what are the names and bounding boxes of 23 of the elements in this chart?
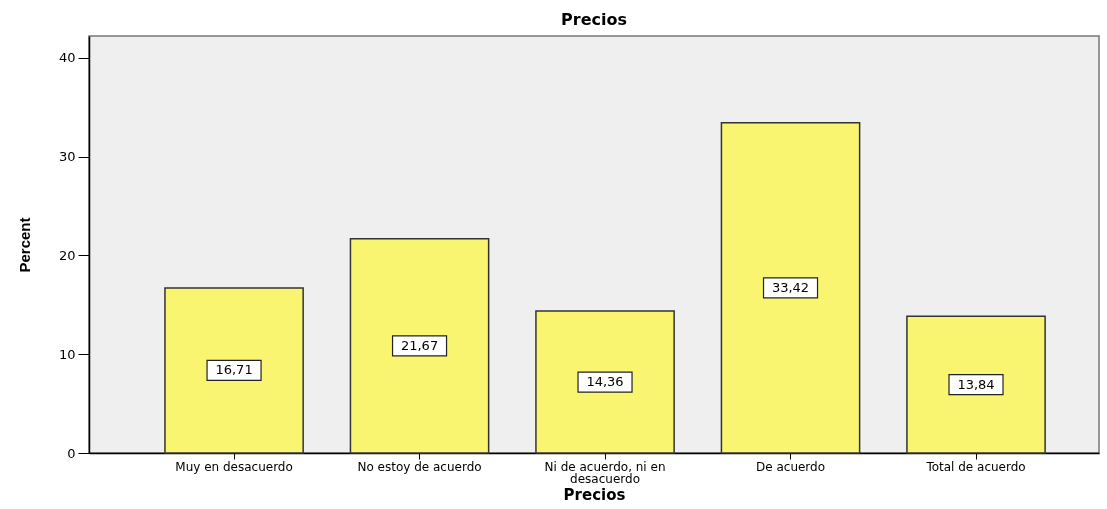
x-axis-title: Precios xyxy=(563,485,626,504)
data-label: 21,67 xyxy=(400,337,439,353)
x-tick-label: No estoy de acuerdo xyxy=(357,459,482,474)
bar xyxy=(535,310,675,454)
y-axis-title: Percent xyxy=(15,217,33,273)
data-label: 13,84 xyxy=(957,376,995,392)
x-tick-label: Total de acuerdo xyxy=(925,459,1026,474)
bar xyxy=(720,122,861,454)
bar xyxy=(906,315,1046,454)
data-label: 33,42 xyxy=(771,279,810,295)
y-tick-label: 10 xyxy=(58,346,76,362)
y-tick-label: 0 xyxy=(67,445,76,461)
x-tick-label: De acuerdo xyxy=(756,459,826,474)
x-tick-label: Ni de acuerdo, ni en desacuerdo xyxy=(544,459,666,486)
x-tick-label: Muy en desacuerdo xyxy=(175,459,293,474)
data-label: 14,36 xyxy=(586,374,624,390)
y-tick-label: 20 xyxy=(58,247,76,263)
bar xyxy=(349,238,490,454)
y-tick-label: 40 xyxy=(58,50,76,66)
chart-title: Precios xyxy=(561,10,627,29)
y-tick-label: 30 xyxy=(58,149,76,165)
bar xyxy=(164,287,304,454)
data-label: 16,71 xyxy=(215,362,253,378)
